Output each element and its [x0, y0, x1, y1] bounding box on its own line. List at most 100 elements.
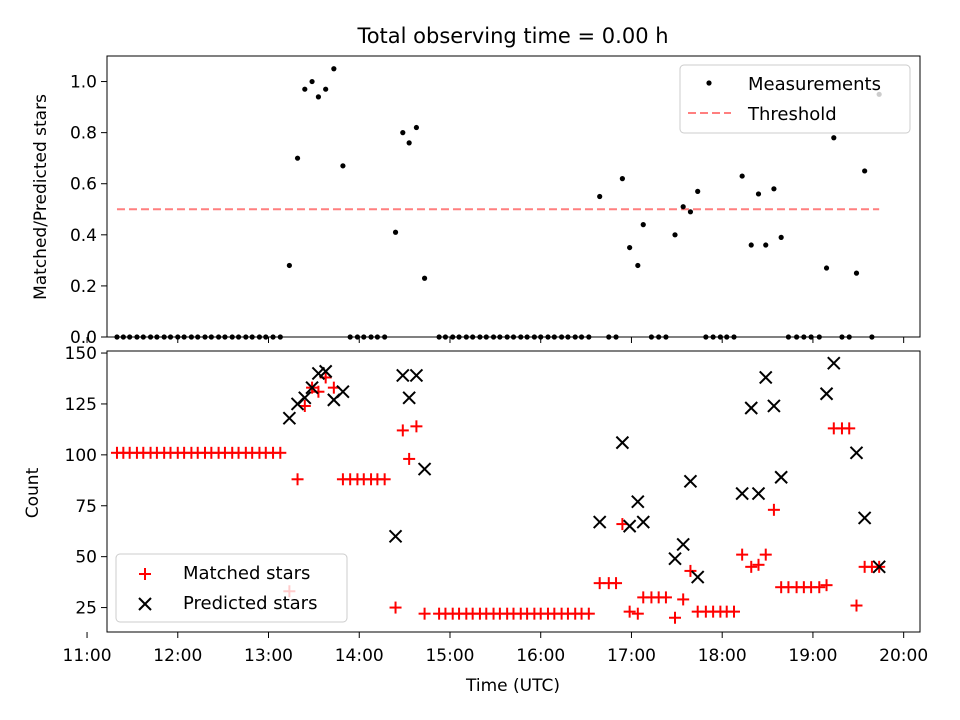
- measurement-point: [627, 244, 633, 251]
- measurement-point: [400, 130, 406, 136]
- predicted-star-marker: [402, 391, 416, 405]
- legend-matched-marker: [139, 568, 151, 580]
- matched-star-marker: [759, 548, 772, 561]
- predicted-star-markers: [282, 356, 886, 584]
- matched-star-marker: [659, 591, 672, 604]
- measurement-point: [315, 94, 322, 100]
- measurement-point: [406, 140, 412, 146]
- predicted-star-marker: [751, 486, 766, 501]
- predicted-star-marker: [417, 462, 432, 476]
- measurement-point: [635, 262, 641, 269]
- predicted-star-marker: [819, 387, 834, 401]
- matched-star-marker: [752, 558, 765, 571]
- matched-star-marker: [631, 607, 644, 620]
- predicted-star-marker: [872, 560, 886, 574]
- legend-measurements-marker: [706, 80, 712, 86]
- matched-star-marker: [736, 548, 749, 561]
- predicted-star-marker: [676, 537, 690, 552]
- time-x-tick-label: 12:00: [153, 646, 202, 666]
- ratio-y-tick-label: 0.8: [70, 124, 97, 144]
- matched-star-marker: [410, 420, 423, 433]
- measurement-point: [831, 135, 837, 141]
- measurement-point: [392, 229, 399, 235]
- predicted-star-marker: [849, 446, 864, 460]
- measurement-point: [739, 173, 745, 179]
- predicted-star-marker: [388, 529, 403, 544]
- measurement-point: [302, 86, 308, 92]
- time-x-tick-label: 15:00: [425, 646, 474, 666]
- matched-star-marker: [389, 601, 402, 614]
- matched-star-marker: [291, 473, 304, 486]
- count-y-tick-label: 25: [75, 599, 97, 619]
- matched-star-marker: [378, 473, 391, 486]
- legend-measurements-label: Measurements: [748, 74, 881, 95]
- predicted-star-marker: [298, 391, 312, 405]
- legend-matched-label: Matched stars: [183, 563, 310, 584]
- ratio-y-tick-label: 0.2: [70, 277, 97, 297]
- count-y-tick-label: 150: [65, 344, 97, 364]
- predicted-star-marker: [767, 399, 781, 413]
- legend-predicted-label: Predicted stars: [183, 593, 317, 614]
- count-y-tick-label: 125: [65, 395, 97, 415]
- ratio-y-axis-label: Matched/Predicted stars: [31, 94, 51, 300]
- legend-predicted-marker: [138, 597, 152, 611]
- count-legend: Matched stars Predicted stars: [115, 553, 348, 623]
- time-x-tick-label: 11:00: [63, 646, 112, 666]
- measurement-point: [413, 124, 420, 131]
- time-x-tick-label: 16:00: [516, 646, 565, 666]
- measurement-point: [778, 234, 784, 240]
- matched-star-marker: [403, 452, 416, 465]
- time-x-tick-label: 20:00: [879, 646, 928, 666]
- predicted-star-marker: [668, 551, 682, 566]
- ratio-y-tick-label: 0.4: [70, 226, 97, 246]
- measurement-point: [421, 275, 428, 281]
- measurement-point: [619, 176, 625, 182]
- measurement-point: [597, 193, 603, 200]
- measurement-point: [823, 265, 830, 271]
- matched-star-marker: [727, 605, 740, 618]
- legend-threshold-label: Threshold: [747, 104, 837, 125]
- predicted-star-marker: [631, 494, 645, 509]
- predicted-star-marker: [615, 435, 630, 450]
- predicted-star-marker: [857, 511, 872, 525]
- count-y-tick-label: 75: [75, 497, 97, 517]
- count-y-tick-label: 50: [75, 548, 97, 568]
- matched-star-marker: [684, 564, 697, 577]
- measurement-point: [309, 78, 315, 85]
- matched-star-marker: [820, 579, 833, 592]
- matched-star-marker: [745, 560, 758, 573]
- predicted-star-marker: [409, 368, 424, 383]
- predicted-star-marker: [690, 570, 705, 584]
- predicted-star-marker: [759, 370, 773, 385]
- matched-star-marker: [850, 599, 863, 612]
- measurement-point: [862, 168, 868, 174]
- count-y-ticks: 25 50 75 100 125 150: [65, 344, 107, 619]
- measurement-point: [695, 188, 701, 194]
- measurement-point: [687, 209, 694, 215]
- matched-star-marker: [767, 503, 780, 516]
- matched-star-marker: [669, 611, 682, 624]
- matched-star-marker: [610, 577, 623, 590]
- matched-star-marker: [843, 422, 856, 435]
- ratio-legend-box: [679, 64, 911, 134]
- matched-star-markers: [110, 371, 886, 624]
- time-x-ticks: 11:00 12:00 13:00 14:00 15:00 16:00 17:00 18:00…: [63, 337, 928, 666]
- ratio-axes-frame: [106, 55, 921, 338]
- time-x-axis-label: Time (UTC): [465, 676, 560, 696]
- predicted-star-marker: [336, 385, 350, 399]
- ratio-legend: Measurements Threshold: [679, 64, 911, 134]
- count-y-tick-label: 100: [65, 446, 97, 466]
- measurement-point: [286, 262, 292, 269]
- predicted-star-marker: [282, 411, 297, 425]
- measurement-point: [853, 270, 860, 276]
- ratio-y-tick-label: 0.0: [70, 328, 97, 348]
- figure-title: Total observing time = 0.00 h: [356, 24, 668, 48]
- predicted-star-marker: [305, 380, 319, 395]
- ratio-y-tick-label: 1.0: [70, 73, 97, 93]
- predicted-star-marker: [744, 401, 758, 415]
- predicted-star-marker: [735, 486, 749, 501]
- count-panel: 25 50 75 100 125 150 11:00 12:00 13:00 14:00 15:0…: [23, 337, 928, 696]
- count-legend-box: [115, 553, 348, 623]
- measurement-point: [771, 186, 777, 192]
- measurement-point: [323, 86, 329, 92]
